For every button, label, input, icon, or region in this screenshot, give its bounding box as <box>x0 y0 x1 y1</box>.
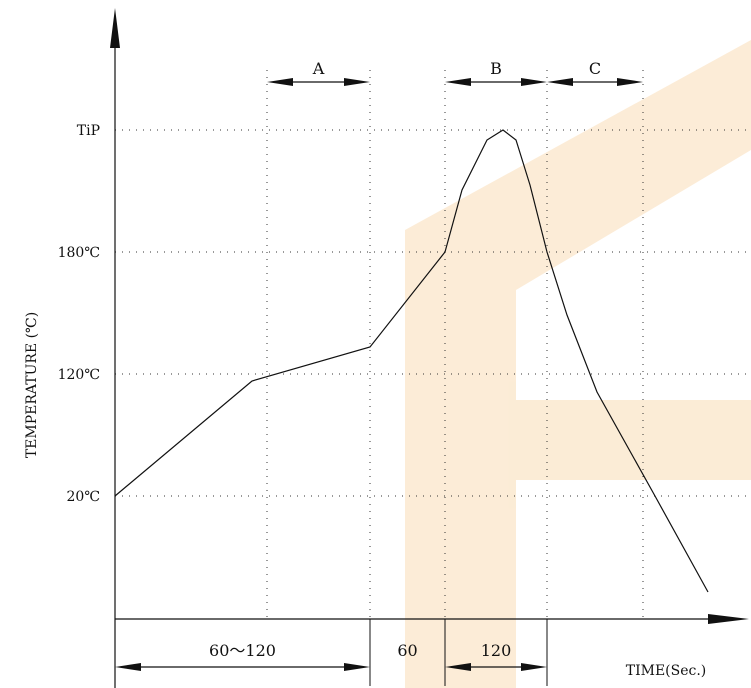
watermark-logo <box>405 40 751 688</box>
arrow-head-right <box>344 663 370 671</box>
zone-markers: A B C <box>267 59 643 86</box>
y-tick-label: 120℃ <box>58 367 100 383</box>
axes <box>110 8 749 688</box>
y-tick-label: 20℃ <box>67 489 100 505</box>
temperature-curve <box>114 129 709 593</box>
segment-label: 60～120 <box>209 641 276 660</box>
segment-arrow <box>115 663 370 671</box>
x-axis-title: TIME(Sec.) <box>626 663 707 679</box>
series-line <box>114 129 709 593</box>
segment-label: 120 <box>481 641 512 660</box>
time-segments: 60～120 60 120 <box>114 619 548 686</box>
y-tick-label: 180℃ <box>58 245 100 261</box>
zone-label: B <box>490 59 502 78</box>
arrow-head-left <box>115 663 141 671</box>
zone-label: C <box>589 59 601 78</box>
y-tick-label: TiP <box>77 123 100 139</box>
x-axis-arrow <box>708 614 749 624</box>
arrow-head-right <box>521 663 547 671</box>
arrow-head-right <box>521 78 547 86</box>
arrow-head-left <box>547 78 573 86</box>
y-axis-arrow <box>110 8 120 48</box>
arrow-head-left <box>267 78 293 86</box>
y-tick-labels: TiP 180℃ 120℃ 20℃ <box>58 123 100 505</box>
zone-arrow <box>267 78 370 86</box>
arrow-head-left <box>445 78 471 86</box>
zone-arrow <box>547 78 643 86</box>
zone-label: A <box>312 59 325 78</box>
arrow-head-right <box>617 78 643 86</box>
segment-label: 60 <box>397 641 417 660</box>
segment-arrow <box>445 663 547 671</box>
grid-lines <box>115 70 751 619</box>
arrow-head-right <box>344 78 370 86</box>
arrow-head-left <box>445 663 471 671</box>
zone-arrow <box>445 78 547 86</box>
y-axis-title: TEMPERATURE (℃) <box>24 312 40 458</box>
